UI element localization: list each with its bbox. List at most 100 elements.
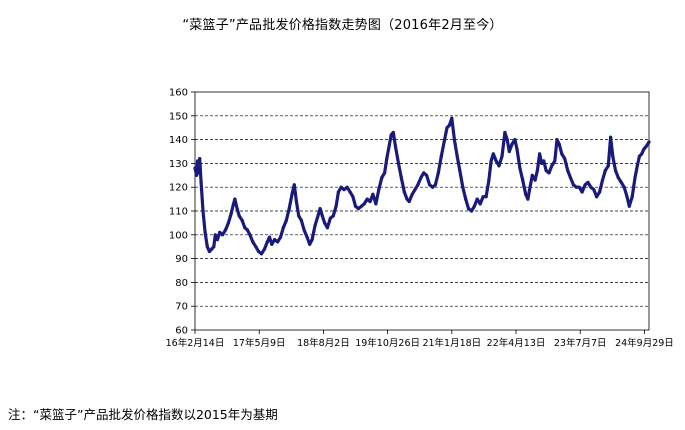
x-tick-label: 16年2月14日 — [166, 337, 225, 349]
data-point — [203, 230, 207, 234]
x-tick-label: 23年7月7日 — [554, 337, 607, 349]
data-point — [257, 249, 261, 254]
data-point — [334, 204, 338, 208]
data-point — [416, 183, 420, 187]
y-tick-label: 60 — [175, 326, 188, 337]
y-tick-label: 70 — [175, 302, 188, 313]
x-tick-label: 21年1月18日 — [422, 337, 481, 349]
data-point — [633, 176, 637, 180]
data-point — [540, 161, 544, 165]
data-point — [450, 116, 454, 120]
data-point — [555, 138, 559, 142]
data-point — [231, 202, 236, 206]
data-point — [213, 233, 217, 237]
data-point — [586, 180, 590, 184]
data-point — [622, 185, 626, 189]
data-point — [445, 126, 449, 130]
data-point — [547, 171, 551, 175]
data-point — [316, 214, 320, 218]
data-point — [276, 240, 280, 244]
data-point — [387, 145, 391, 149]
data-point — [571, 183, 576, 187]
data-point — [507, 149, 511, 154]
data-point — [365, 197, 369, 201]
footnote: 注：“菜篮子”产品批发价格指数以2015年为基期 — [8, 407, 278, 422]
data-point — [278, 235, 283, 239]
data-point — [308, 242, 312, 246]
data-point — [226, 221, 230, 225]
data-point — [201, 209, 205, 213]
data-point — [472, 204, 476, 208]
data-point — [399, 176, 403, 180]
data-point — [606, 164, 610, 168]
data-point — [342, 188, 346, 192]
data-point — [524, 192, 528, 196]
data-point — [455, 154, 459, 158]
data-point — [383, 171, 387, 175]
data-point — [553, 159, 557, 163]
data-point — [560, 152, 564, 156]
data-point — [637, 154, 642, 158]
data-point — [422, 171, 426, 175]
data-point — [207, 249, 211, 254]
data-point — [598, 190, 602, 194]
data-point — [407, 199, 411, 204]
data-point — [235, 207, 239, 211]
data-point — [290, 192, 294, 196]
y-tick-label: 150 — [169, 111, 188, 122]
x-tick-label: 19年10月26日 — [355, 337, 420, 349]
data-point — [452, 138, 456, 142]
y-tick-label: 110 — [169, 207, 188, 218]
data-point — [538, 152, 542, 156]
data-point — [380, 176, 384, 180]
data-point — [215, 238, 219, 242]
data-point — [494, 159, 498, 163]
data-point — [491, 152, 495, 156]
data-point — [425, 173, 429, 177]
data-point — [313, 223, 317, 227]
data-point — [568, 176, 573, 180]
data-point — [647, 140, 651, 144]
data-point — [566, 168, 570, 173]
data-point — [533, 178, 537, 182]
data-point — [320, 214, 324, 218]
data-point — [362, 202, 366, 206]
data-point — [299, 218, 303, 223]
data-point — [439, 154, 443, 158]
data-point — [267, 235, 272, 239]
data-point — [484, 195, 488, 199]
y-tick-label: 100 — [169, 230, 188, 241]
data-point — [325, 226, 329, 230]
data-point — [374, 202, 378, 206]
data-point — [323, 221, 327, 225]
data-point — [233, 197, 237, 201]
x-tick-label: 24年9月29日 — [615, 337, 674, 349]
data-point — [310, 238, 314, 242]
data-point — [351, 195, 355, 199]
data-point — [405, 197, 409, 201]
data-point — [410, 192, 414, 196]
data-point — [487, 178, 491, 182]
data-point — [635, 164, 639, 168]
data-point — [348, 190, 352, 194]
data-point — [353, 204, 358, 208]
data-point — [297, 214, 301, 218]
data-point — [212, 245, 216, 249]
data-point — [292, 183, 296, 187]
data-point — [550, 164, 554, 168]
data-point — [356, 207, 361, 211]
x-axis: 16年2月14日 17年5月9日 18年8月2日 19年10月26日 21年1月18日 2… — [166, 330, 674, 349]
data-point — [580, 190, 584, 194]
data-point — [469, 209, 474, 213]
data-point — [625, 195, 629, 199]
data-point — [259, 252, 264, 256]
data-point — [530, 173, 534, 177]
data-point — [284, 218, 288, 223]
data-point — [413, 188, 417, 192]
data-point — [197, 171, 201, 175]
data-point — [210, 247, 214, 251]
data-point — [262, 247, 267, 251]
data-point — [466, 207, 471, 211]
data-point — [447, 123, 451, 127]
